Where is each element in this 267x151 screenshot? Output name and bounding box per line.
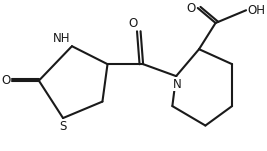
- Text: O: O: [2, 74, 11, 87]
- Text: O: O: [186, 2, 195, 14]
- Text: N: N: [173, 78, 182, 91]
- Text: OH: OH: [247, 4, 265, 17]
- Text: S: S: [59, 120, 67, 133]
- Text: O: O: [129, 17, 138, 30]
- Text: NH: NH: [53, 32, 71, 45]
